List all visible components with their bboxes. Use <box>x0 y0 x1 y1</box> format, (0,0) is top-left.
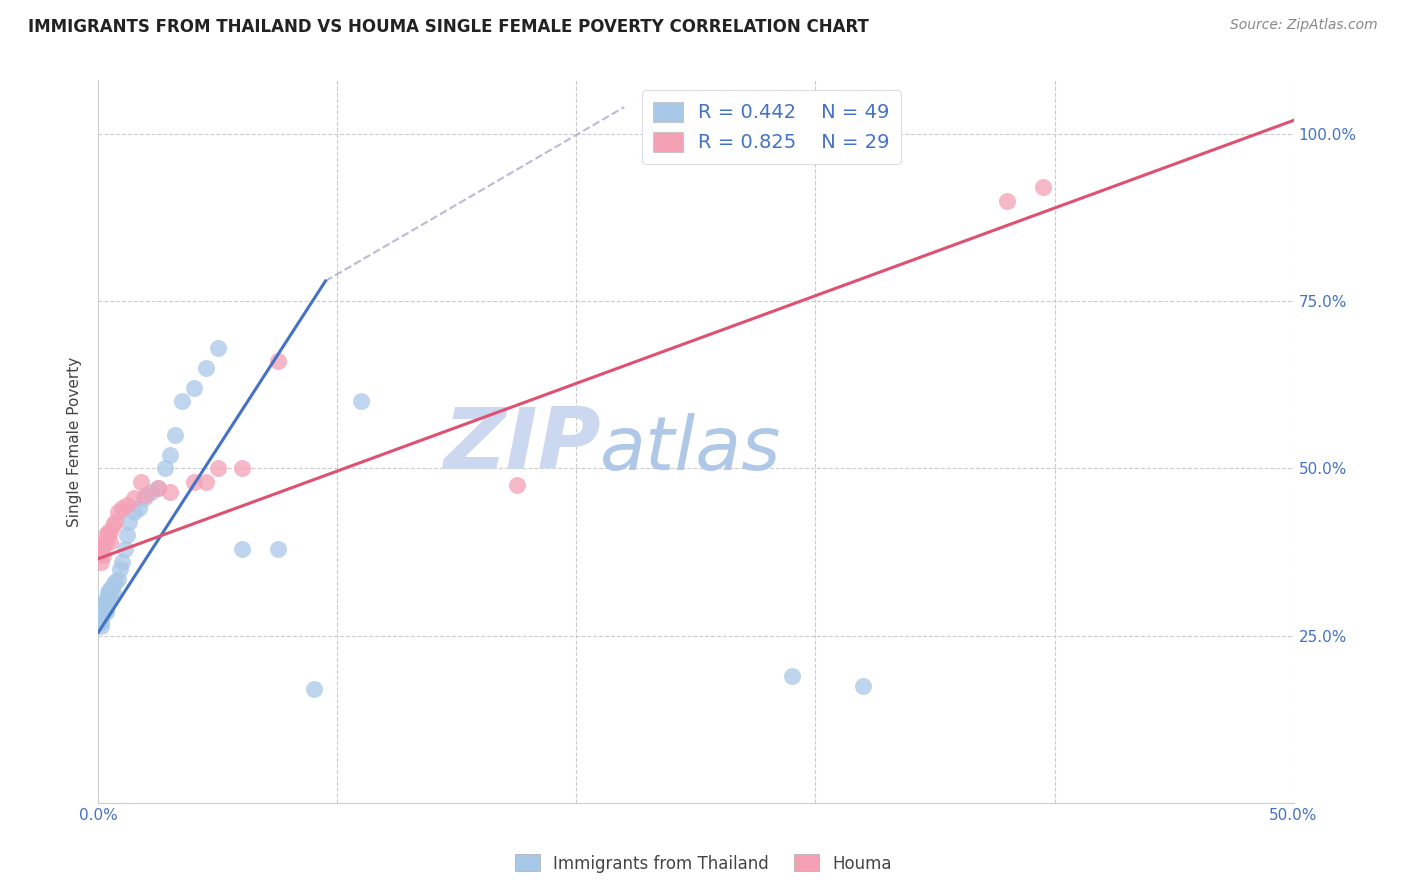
Point <box>91 602 114 616</box>
Point <box>91 605 114 619</box>
Point <box>94 534 117 549</box>
Point <box>183 381 205 395</box>
Point <box>132 491 155 506</box>
Point <box>172 394 194 409</box>
Point <box>131 475 153 489</box>
Point <box>1032 180 1054 194</box>
Point <box>231 541 253 556</box>
Point <box>163 427 186 442</box>
Point <box>183 475 205 489</box>
Point <box>148 482 170 496</box>
Point <box>89 545 111 559</box>
Point <box>302 681 325 696</box>
Point <box>115 498 138 512</box>
Point <box>94 599 117 613</box>
Point <box>135 488 157 502</box>
Point <box>101 518 124 533</box>
Legend: R = 0.442    N = 49, R = 0.825    N = 29: R = 0.442 N = 49, R = 0.825 N = 29 <box>641 90 901 164</box>
Point <box>94 602 117 616</box>
Point <box>506 478 529 492</box>
Point <box>155 461 177 475</box>
Point <box>90 605 112 619</box>
Point <box>111 555 134 569</box>
Point <box>195 475 218 489</box>
Point <box>90 555 112 569</box>
Point <box>115 528 138 542</box>
Point <box>128 501 150 516</box>
Text: ZIP: ZIP <box>443 404 600 487</box>
Point <box>114 541 136 556</box>
Point <box>852 679 875 693</box>
Point <box>159 448 181 462</box>
Text: Source: ZipAtlas.com: Source: ZipAtlas.com <box>1230 18 1378 32</box>
Point <box>207 341 229 355</box>
Point <box>89 615 111 630</box>
Point <box>195 361 218 376</box>
Point <box>207 461 229 475</box>
Y-axis label: Single Female Poverty: Single Female Poverty <box>67 357 83 526</box>
Point <box>124 491 146 506</box>
Point <box>350 394 373 409</box>
Point <box>97 585 120 599</box>
Point <box>118 515 141 529</box>
Point <box>91 595 114 609</box>
Point <box>94 595 117 609</box>
Point <box>90 618 112 632</box>
Point <box>124 505 146 519</box>
Point <box>267 541 290 556</box>
Point <box>111 501 134 516</box>
Text: IMMIGRANTS FROM THAILAND VS HOUMA SINGLE FEMALE POVERTY CORRELATION CHART: IMMIGRANTS FROM THAILAND VS HOUMA SINGLE… <box>28 18 869 36</box>
Point <box>780 669 803 683</box>
Point <box>94 528 117 542</box>
Point <box>90 615 112 630</box>
Point <box>231 461 253 475</box>
Point <box>97 524 120 539</box>
Point <box>108 562 131 576</box>
Point <box>90 608 112 623</box>
Point <box>90 612 112 626</box>
Point <box>98 524 122 539</box>
Point <box>91 599 114 613</box>
Point <box>98 582 122 596</box>
Point <box>90 605 112 619</box>
Point <box>159 484 181 499</box>
Point <box>97 595 120 609</box>
Point <box>91 538 114 552</box>
Text: atlas: atlas <box>600 413 782 484</box>
Point <box>995 194 1018 208</box>
Point <box>139 484 162 499</box>
Point <box>104 515 127 529</box>
Point <box>97 589 120 603</box>
Point <box>89 615 111 630</box>
Point <box>91 602 114 616</box>
Point <box>98 534 122 549</box>
Point <box>91 548 114 563</box>
Point <box>267 354 290 368</box>
Point <box>148 482 170 496</box>
Point <box>104 575 127 590</box>
Point <box>101 578 124 592</box>
Point <box>91 538 114 552</box>
Point <box>90 545 112 559</box>
Point <box>98 589 122 603</box>
Point <box>101 585 124 599</box>
Legend: Immigrants from Thailand, Houma: Immigrants from Thailand, Houma <box>508 847 898 880</box>
Point <box>107 572 129 586</box>
Point <box>94 605 117 619</box>
Point <box>107 505 129 519</box>
